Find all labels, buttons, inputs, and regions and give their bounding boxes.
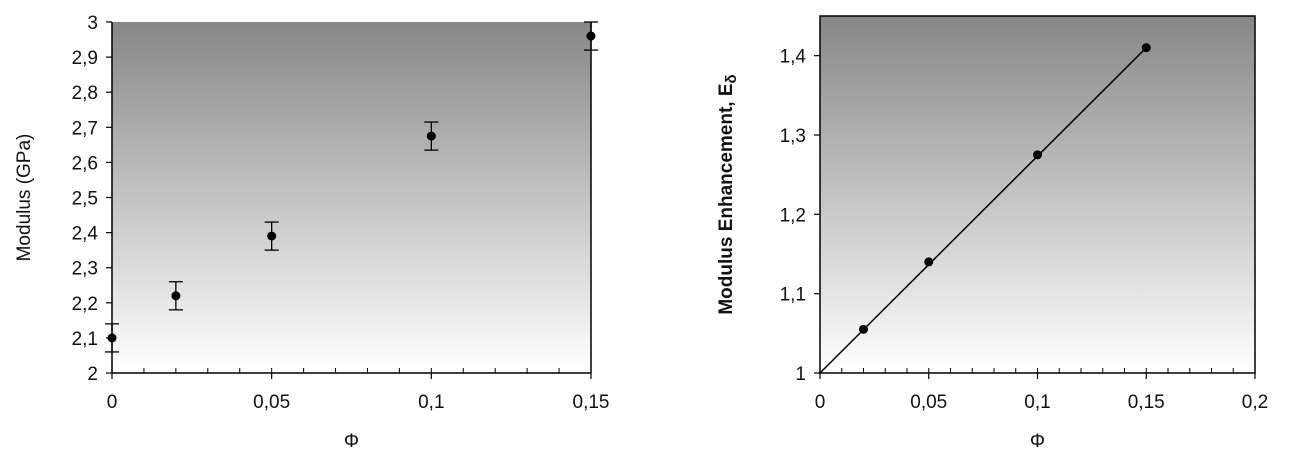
x-tick-label: 0,15 [573,392,610,413]
y-tick-label: 2 [87,364,98,385]
data-point [426,131,436,141]
data-point [924,257,934,267]
y-tick-label: 2,8 [72,83,98,104]
y-tick-label: 2,7 [72,118,98,139]
x-tick-label: 0,05 [910,392,947,413]
y-tick-label: 1,2 [780,205,806,226]
data-point [1141,43,1151,53]
data-point [267,231,277,241]
y-axis-title: Modulus Enhancement, Eδ [716,74,740,314]
x-tick-label: 0 [815,392,826,413]
data-point [1033,150,1042,160]
data-point [171,291,181,301]
data-point [586,31,596,41]
x-tick-label: 0,1 [418,392,444,413]
y-tick-label: 1,1 [780,285,806,306]
fit-line [819,47,1147,374]
x-tick-label: 0 [107,392,118,413]
plot-area [820,16,1255,373]
x-tick-label: 0,2 [1242,392,1268,413]
x-tick-label: 0,05 [253,392,290,413]
plot-area [112,22,591,373]
x-tick-label: 0,1 [1024,392,1050,413]
y-tick-label: 2,3 [72,259,98,280]
y-tick-label: 2,9 [72,48,98,69]
y-tick-label: 2,5 [72,189,98,210]
y-tick-label: 2,4 [72,224,99,245]
data-point [859,324,868,334]
data-point [107,333,117,343]
y-tick-label: 2,1 [72,329,98,350]
y-axis-title-subscript: δ [723,74,740,83]
y-tick-label: 3 [87,13,98,34]
y-tick-label: 1,3 [780,126,806,147]
modulus-chart: 2 2,1 2,2 2,3 2,4 2,5 2,6 2,7 2,8 2,9 3 0 0,05 0,1 0,1… [14,13,609,452]
y-tick-label: 2,2 [72,294,98,315]
y-tick-label: 2,6 [72,153,98,174]
y-tick-label: 1 [795,364,806,385]
x-axis-title: Φ [1030,431,1045,452]
modulus-enhancement-chart: 1 1,1 1,2 1,3 1,4 0 0,05 0,1 0,15 0,2 Φ Modulus Enh… [716,15,1268,452]
y-tick-label: 1,4 [780,47,807,68]
y-axis-title: Modulus (GPa) [14,134,35,262]
x-axis-title: Φ [344,431,359,452]
x-tick-label: 0,15 [1128,392,1165,413]
